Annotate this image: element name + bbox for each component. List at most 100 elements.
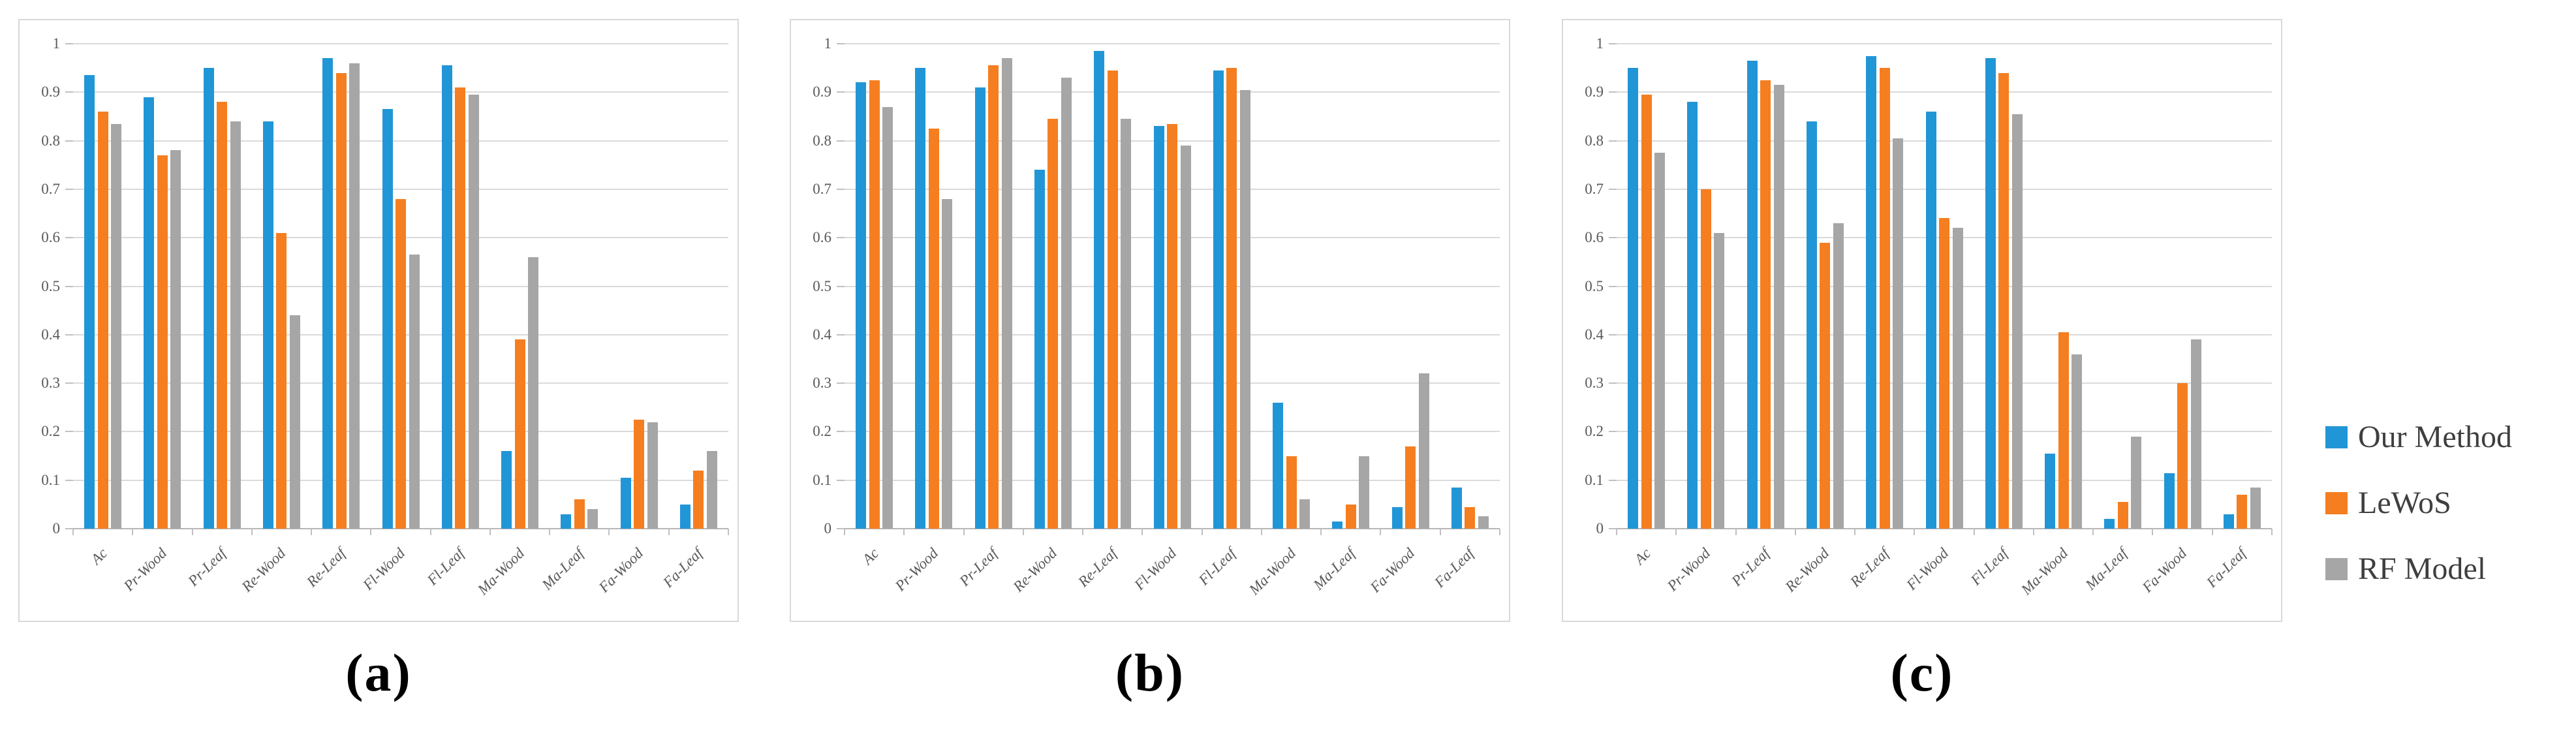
x-tick-label: Re-Wood	[1010, 544, 1061, 595]
bar-rf-model-fa-wood	[1418, 373, 1429, 529]
bar-rf-model-fl-leaf	[468, 95, 479, 529]
x-tick-mark	[1854, 529, 1856, 535]
x-tick-mark	[1499, 529, 1500, 535]
y-tick-label: 0.6	[41, 229, 60, 246]
x-axis-line	[73, 528, 728, 529]
x-tick-mark	[728, 529, 729, 535]
bar-lewos-ma-wood	[514, 339, 525, 529]
x-tick-label: Fa-Leaf	[2203, 544, 2250, 591]
x-tick-label: Pr-Wood	[892, 544, 942, 595]
legend-item-our-method: Our Method	[2325, 419, 2512, 455]
bar-our-method-re-wood	[1806, 121, 1817, 529]
bar-rf-model-pr-leaf	[1773, 85, 1784, 529]
gridline	[1617, 188, 2272, 190]
x-tick-mark	[2211, 529, 2213, 535]
legend-swatch-rf-model-icon	[2325, 557, 2348, 580]
bar-rf-model-ac	[882, 106, 893, 529]
bar-our-method-re-leaf	[322, 58, 334, 529]
bar-our-method-ac	[1628, 68, 1639, 529]
y-tick-label: 0	[52, 520, 61, 537]
bar-rf-model-ma-wood	[1299, 499, 1311, 529]
y-tick-mark	[65, 91, 73, 93]
bar-rf-model-fa-wood	[647, 422, 658, 529]
x-tick-mark	[903, 529, 905, 535]
x-tick-mark	[2032, 529, 2034, 535]
x-tick-mark	[1201, 529, 1203, 535]
bar-lewos-pr-wood	[1700, 189, 1711, 529]
bar-rf-model-fl-leaf	[1239, 89, 1250, 529]
bar-rf-model-fa-leaf	[706, 451, 717, 529]
bar-our-method-pr-leaf	[203, 68, 214, 529]
x-tick-label: Fa-Leaf	[1431, 544, 1478, 591]
y-tick-label: 0.7	[41, 180, 60, 197]
chart-caption-b: (b)	[1115, 643, 1185, 702]
gridline	[73, 91, 728, 93]
y-tick-label: 0.9	[1585, 84, 1604, 101]
bar-lewos-ma-leaf	[2117, 502, 2128, 529]
x-tick-label: Re-Leaf	[303, 544, 349, 590]
chart-panel-a: 1 0.9 0.8 0.7 0.6 0.5 0.4 0.3 0.2 0.1 0 Ac Pr-Wood Pr…	[18, 19, 739, 724]
x-axis-line	[1617, 528, 2272, 529]
x-tick-label: Re-Wood	[238, 544, 289, 595]
bar-lewos-fl-leaf	[455, 87, 466, 529]
chart-plot-area-a: 1 0.9 0.8 0.7 0.6 0.5 0.4 0.3 0.2 0.1 0 Ac Pr-Wood Pr…	[18, 19, 739, 622]
x-tick-mark	[608, 529, 610, 535]
legend-swatch-lewos-icon	[2325, 491, 2348, 514]
bar-rf-model-ac	[111, 123, 122, 529]
gridline	[1617, 140, 2272, 142]
y-tick-label: 0.9	[813, 84, 831, 101]
bar-rf-model-pr-wood	[170, 150, 181, 529]
x-tick-mark	[1320, 529, 1322, 535]
y-tick-mark	[65, 188, 73, 190]
y-tick-mark	[1609, 140, 1617, 142]
y-tick-mark	[837, 91, 845, 93]
x-tick-label: Fl-Wood	[1903, 544, 1952, 593]
y-tick-mark	[837, 285, 845, 287]
gridline	[1617, 91, 2272, 93]
bar-rf-model-ma-leaf	[1359, 456, 1370, 529]
y-tick-mark	[1609, 188, 1617, 190]
x-tick-label: Fl-Leaf	[424, 544, 468, 589]
bar-our-method-ac	[84, 75, 95, 529]
y-tick-label: 0.4	[1585, 326, 1604, 343]
bar-lewos-fl-wood	[396, 198, 406, 529]
bar-rf-model-ma-wood	[2072, 354, 2083, 529]
bar-rf-model-re-leaf	[1893, 138, 1904, 529]
y-tick-mark	[65, 237, 73, 239]
y-tick-label: 1	[1596, 35, 1604, 52]
bar-lewos-re-wood	[1047, 119, 1059, 529]
bar-rf-model-pr-wood	[942, 198, 953, 529]
y-tick-mark	[837, 479, 845, 481]
y-tick-mark	[837, 431, 845, 433]
x-tick-mark	[1082, 529, 1084, 535]
bar-rf-model-fa-leaf	[1478, 516, 1489, 529]
y-tick-mark	[1609, 237, 1617, 239]
bar-our-method-ma-leaf	[2104, 519, 2115, 529]
y-tick-label: 0.7	[813, 180, 831, 197]
bar-lewos-ac	[1641, 95, 1652, 529]
x-tick-label: Fl-Leaf	[1195, 544, 1239, 589]
gridline	[845, 43, 1500, 44]
bar-lewos-pr-leaf	[217, 102, 228, 529]
bar-lewos-ma-wood	[2058, 332, 2069, 529]
x-tick-label: Fl-Wood	[360, 544, 409, 593]
y-tick-mark	[1609, 43, 1617, 44]
x-tick-mark	[251, 529, 253, 535]
x-tick-mark	[963, 529, 965, 535]
gridline	[73, 140, 728, 142]
x-tick-label: Ma-Leaf	[538, 544, 587, 593]
bar-our-method-ma-leaf	[561, 514, 572, 529]
bar-our-method-re-leaf	[1866, 55, 1877, 529]
y-tick-mark	[65, 382, 73, 384]
y-tick-mark	[65, 479, 73, 481]
y-tick-label: 0.5	[813, 277, 831, 294]
y-tick-label: 0.5	[41, 277, 60, 294]
y-tick-label: 0.3	[813, 375, 831, 392]
x-tick-mark	[1794, 529, 1796, 535]
x-tick-label: Ac	[1630, 544, 1654, 568]
chart-plot-area-c: 1 0.9 0.8 0.7 0.6 0.5 0.4 0.3 0.2 0.1 0 Ac Pr-Wood Pr…	[1562, 19, 2282, 622]
legend-label-lewos: LeWoS	[2358, 486, 2451, 520]
y-tick-mark	[65, 334, 73, 335]
bar-our-method-ma-wood	[1273, 402, 1284, 529]
x-tick-mark	[1973, 529, 1975, 535]
